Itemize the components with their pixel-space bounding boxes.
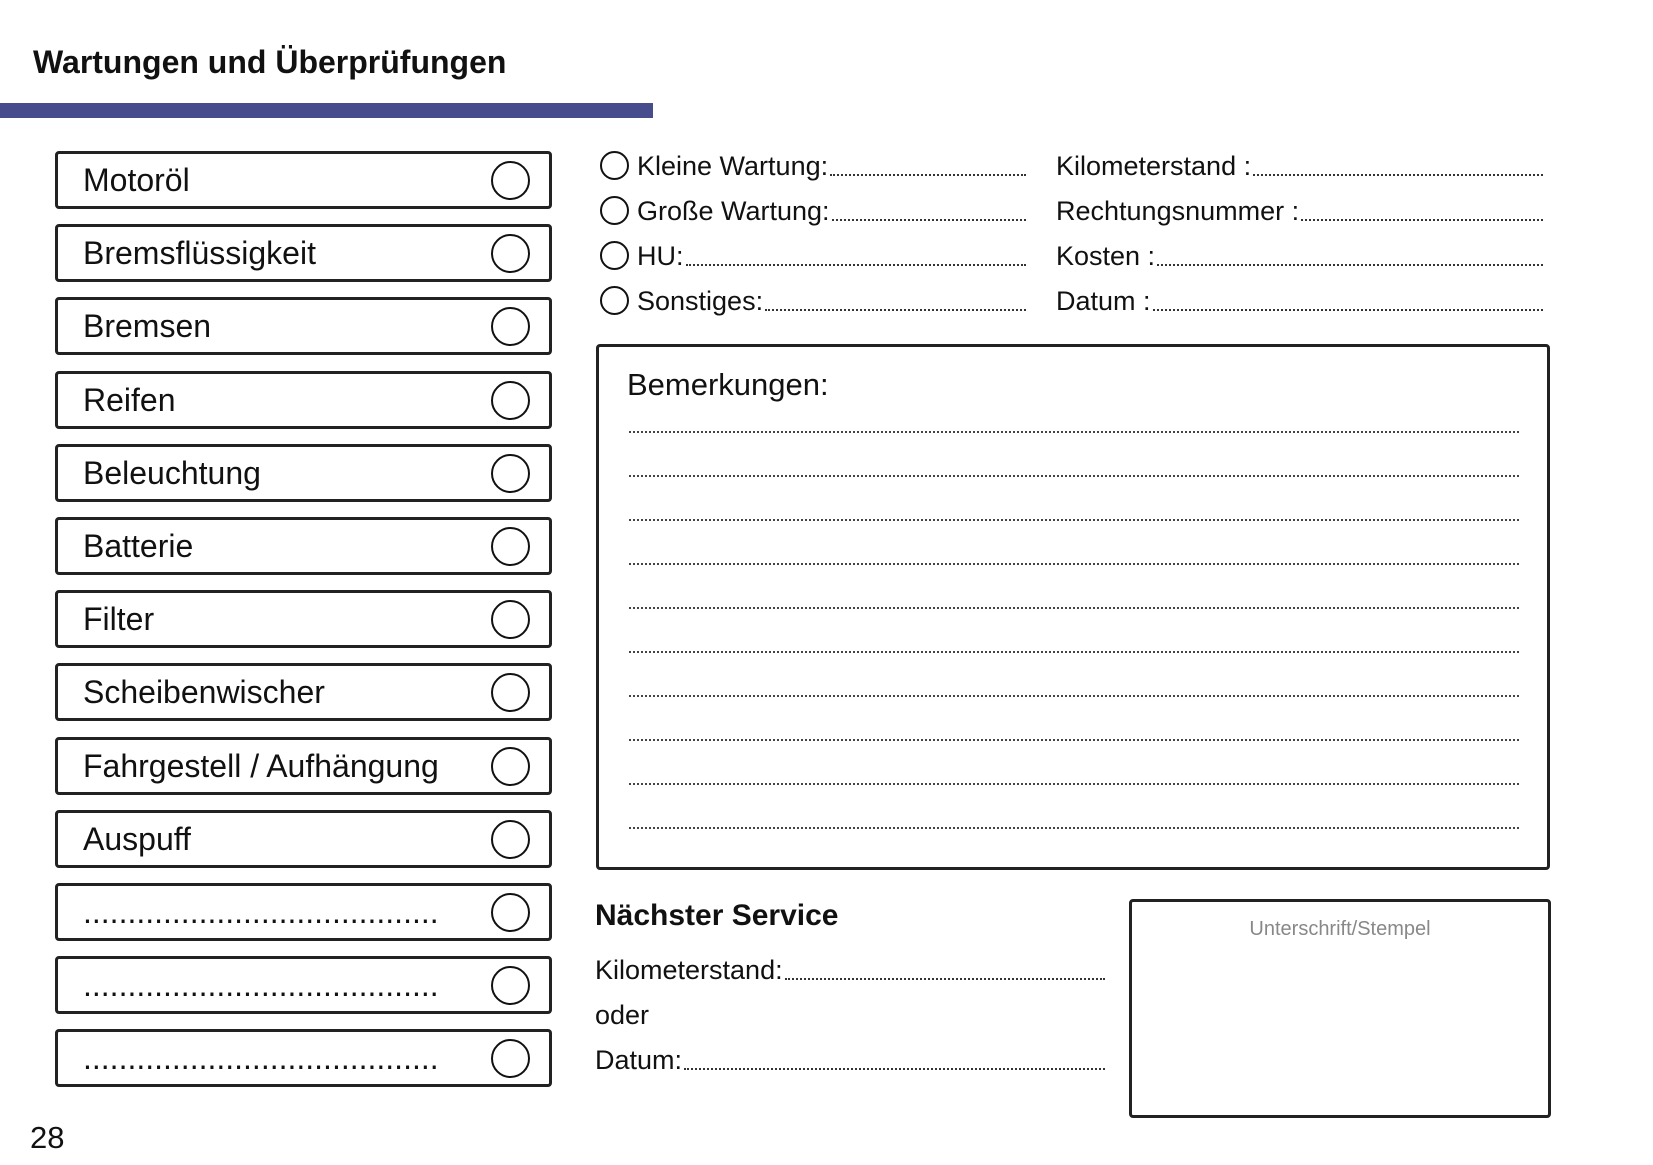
remarks-line[interactable] xyxy=(629,607,1519,609)
radio-circle-icon[interactable] xyxy=(600,286,629,315)
checkbox-circle-icon[interactable] xyxy=(491,819,530,859)
checklist-item-label: Batterie xyxy=(83,528,194,564)
checklist-item[interactable]: Batterie xyxy=(55,517,552,575)
checklist-item[interactable]: Motoröl xyxy=(55,151,552,209)
checklist-item-label: Bremsflüssigkeit xyxy=(83,235,316,272)
checklist-item-label: Auspuff xyxy=(83,820,191,857)
checkbox-circle-icon[interactable] xyxy=(491,673,530,713)
next-date-field[interactable]: Datum: xyxy=(595,1042,1105,1076)
remarks-line[interactable] xyxy=(629,827,1519,829)
service-type-line[interactable] xyxy=(830,174,1026,176)
checklist-item[interactable]: Beleuchtung xyxy=(55,443,552,502)
checklist-item-label: Filter xyxy=(83,601,155,638)
checkbox-circle-icon[interactable] xyxy=(491,527,530,566)
remarks-line[interactable] xyxy=(629,783,1519,785)
detail-field[interactable]: Rechtungsnummer : xyxy=(1056,193,1543,227)
service-type-label: Sonstiges: xyxy=(637,286,764,316)
next-date-label: Datum: xyxy=(595,1045,683,1075)
service-type-option[interactable]: Kleine Wartung: xyxy=(600,148,1026,182)
service-type-label: Kleine Wartung: xyxy=(637,151,829,181)
service-type-line[interactable] xyxy=(831,219,1026,221)
next-mileage-field[interactable]: Kilometerstand: xyxy=(595,952,1105,986)
checklist-item[interactable]: Auspuff xyxy=(55,809,552,868)
radio-circle-icon[interactable] xyxy=(600,151,629,180)
page-title: Wartungen und Überprüfungen xyxy=(33,44,507,80)
checkbox-circle-icon[interactable] xyxy=(491,893,530,932)
radio-circle-icon[interactable] xyxy=(600,196,629,225)
checklist-item[interactable]: ........................................ xyxy=(55,1029,552,1088)
next-date-line[interactable] xyxy=(684,1068,1105,1070)
detail-label: Kosten : xyxy=(1056,241,1156,271)
radio-circle-icon[interactable] xyxy=(600,241,629,270)
service-type-option[interactable]: HU: xyxy=(600,238,1026,272)
remarks-title: Bemerkungen: xyxy=(627,367,829,402)
remarks-line[interactable] xyxy=(629,475,1519,477)
remarks-line[interactable] xyxy=(629,519,1519,521)
service-type-label: HU: xyxy=(637,241,684,271)
checklist-item-label: Fahrgestell / Aufhängung xyxy=(83,747,439,784)
remarks-line[interactable] xyxy=(629,563,1519,565)
checklist-item-label: Motoröl xyxy=(83,162,190,198)
detail-line[interactable] xyxy=(1301,219,1543,221)
remarks-box: Bemerkungen: xyxy=(596,344,1550,870)
checklist-item-label: Reifen xyxy=(83,381,176,418)
checkbox-circle-icon[interactable] xyxy=(491,600,530,640)
service-type-option[interactable]: Große Wartung: xyxy=(600,193,1026,227)
next-mileage-line[interactable] xyxy=(784,978,1105,980)
page-number: 28 xyxy=(30,1120,65,1155)
checklist-item[interactable]: ........................................ xyxy=(55,956,552,1015)
checkbox-circle-icon[interactable] xyxy=(491,380,530,420)
checklist-item[interactable]: ........................................ xyxy=(55,883,552,941)
detail-line[interactable] xyxy=(1157,264,1543,266)
signature-label: Unterschrift/Stempel xyxy=(1249,918,1431,940)
next-service-title: Nächster Service xyxy=(595,899,839,932)
checklist-item[interactable]: Filter xyxy=(55,590,552,649)
checklist-item-label: ........................................ xyxy=(83,967,439,1004)
checkbox-circle-icon[interactable] xyxy=(491,453,530,493)
service-type-label: Große Wartung: xyxy=(637,196,830,226)
next-mileage-label: Kilometerstand: xyxy=(595,955,783,985)
remarks-line[interactable] xyxy=(629,431,1519,433)
checklist-item-label: ........................................ xyxy=(83,1040,439,1077)
checkbox-circle-icon[interactable] xyxy=(491,234,530,274)
remarks-line[interactable] xyxy=(629,651,1519,653)
checklist-item[interactable]: Fahrgestell / Aufhängung xyxy=(55,736,552,795)
title-accent-bar xyxy=(0,103,653,118)
signature-stamp-box[interactable]: Unterschrift/Stempel xyxy=(1129,899,1551,1118)
or-text: oder xyxy=(595,997,649,1031)
checklist-item[interactable]: Bremsen xyxy=(55,297,552,356)
checklist-item[interactable]: Reifen xyxy=(55,370,552,429)
detail-label: Datum : xyxy=(1056,286,1151,316)
checklist-item-label: ........................................ xyxy=(83,894,439,930)
service-type-option[interactable]: Sonstiges: xyxy=(600,283,1026,317)
remarks-line[interactable] xyxy=(629,739,1519,741)
detail-label: Kilometerstand : xyxy=(1056,151,1252,181)
detail-line[interactable] xyxy=(1152,309,1543,311)
checkbox-circle-icon[interactable] xyxy=(491,307,530,347)
checkbox-circle-icon[interactable] xyxy=(491,746,530,786)
remarks-line[interactable] xyxy=(629,695,1519,697)
service-type-line[interactable] xyxy=(685,264,1026,266)
checklist-item-label: Beleuchtung xyxy=(83,454,261,491)
checklist-item[interactable]: Bremsflüssigkeit xyxy=(55,224,552,283)
or-label: oder xyxy=(595,1000,650,1030)
checkbox-circle-icon[interactable] xyxy=(491,161,530,200)
detail-field[interactable]: Kosten : xyxy=(1056,238,1543,272)
checklist-item-label: Scheibenwischer xyxy=(83,674,325,711)
checkbox-circle-icon[interactable] xyxy=(491,966,530,1006)
detail-label: Rechtungsnummer : xyxy=(1056,196,1300,226)
detail-line[interactable] xyxy=(1253,174,1543,176)
service-type-line[interactable] xyxy=(765,309,1026,311)
detail-field[interactable]: Kilometerstand : xyxy=(1056,148,1543,182)
checklist-item[interactable]: Scheibenwischer xyxy=(55,663,552,722)
checklist-item-label: Bremsen xyxy=(83,308,212,345)
checkbox-circle-icon[interactable] xyxy=(491,1039,530,1079)
detail-field[interactable]: Datum : xyxy=(1056,283,1543,317)
